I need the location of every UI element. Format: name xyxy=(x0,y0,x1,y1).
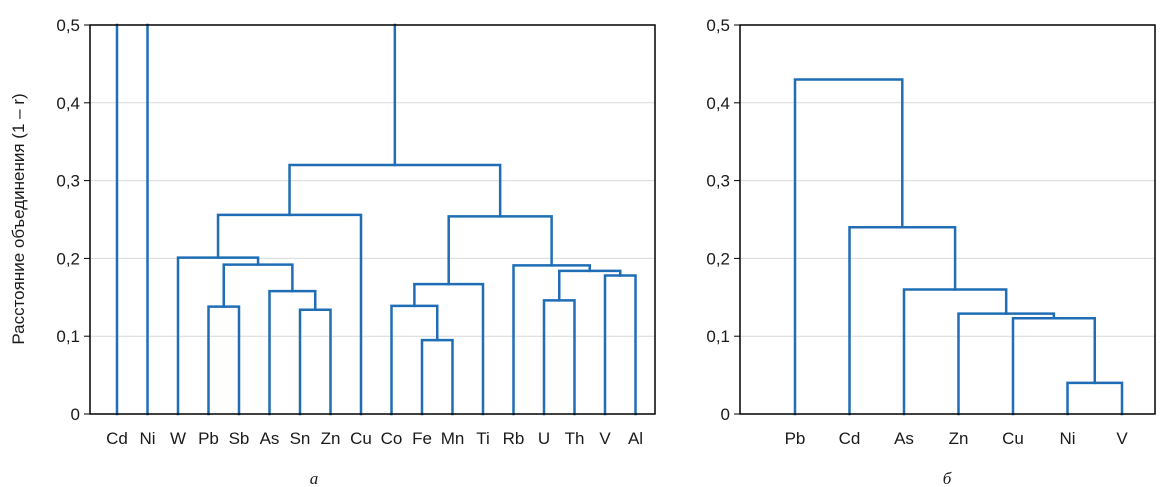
gridlines-b xyxy=(740,102,1155,337)
x-tick-label: Ti xyxy=(476,429,490,448)
y-tick-label: 0 xyxy=(71,405,80,424)
panel-label-b: б xyxy=(943,469,952,487)
y-tick-label: 0,4 xyxy=(56,94,80,113)
dendrogram-panel-a: 0 0,1 0,2 0,3 0,4 0,5 Cd Ni W Pb Sb As Sn Zn Cu Co Fe Mn… xyxy=(9,16,656,487)
x-tick-label: Mn xyxy=(441,429,465,448)
merge-link xyxy=(603,274,637,416)
x-tick-label: Zn xyxy=(321,429,341,448)
merge-link xyxy=(298,308,332,416)
x-tick-label: Cd xyxy=(106,429,128,448)
y-tick-label: 0,5 xyxy=(56,16,80,35)
x-tick-label: As xyxy=(894,429,914,448)
x-tick-label: V xyxy=(599,429,611,448)
y-tick-label: 0,4 xyxy=(706,94,730,113)
x-tick-label: Sn xyxy=(290,429,311,448)
x-tick-label: V xyxy=(1116,429,1128,448)
x-tick-label: W xyxy=(170,429,186,448)
x-tick-label: Pb xyxy=(198,429,219,448)
merge-link xyxy=(413,282,485,416)
merge-link xyxy=(957,312,1056,416)
links-a xyxy=(115,23,637,416)
merge-link xyxy=(447,215,553,286)
merge-link xyxy=(222,263,294,308)
x-tick-label: As xyxy=(260,429,280,448)
y-axis-label-a: Расстояние объединения (1 – r) xyxy=(9,93,28,344)
merge-link xyxy=(288,163,502,218)
merge-link xyxy=(390,304,439,416)
plot-frame-b xyxy=(739,24,1156,415)
x-tick-labels-b: Pb Cd As Zn Cu Ni V xyxy=(785,429,1129,448)
merge-link xyxy=(793,78,904,416)
x-tick-label: Cu xyxy=(1002,429,1024,448)
merge-link xyxy=(207,305,241,416)
x-tick-label: Co xyxy=(381,429,403,448)
y-tick-label: 0,1 xyxy=(706,327,730,346)
x-tick-label: Al xyxy=(628,429,643,448)
x-tick-label: Ni xyxy=(1059,429,1075,448)
x-tick-label: Ni xyxy=(139,429,155,448)
y-tick-label: 0,2 xyxy=(706,249,730,268)
plot-frame-a xyxy=(89,24,656,415)
x-tick-label: U xyxy=(538,429,550,448)
x-tick-label: Zn xyxy=(949,429,969,448)
x-tick-label: Rb xyxy=(503,429,525,448)
y-tick-label: 0,5 xyxy=(706,16,730,35)
merge-link xyxy=(902,288,1008,416)
x-tick-label: Sb xyxy=(229,429,250,448)
y-tick-labels-a: 0 0,1 0,2 0,3 0,4 0,5 xyxy=(56,16,90,424)
y-tick-label: 0 xyxy=(721,405,730,424)
merge-link xyxy=(512,264,591,416)
x-tick-label: Fe xyxy=(412,429,432,448)
merge-link xyxy=(1066,381,1124,416)
y-tick-label: 0,3 xyxy=(706,172,730,191)
y-tick-label: 0,1 xyxy=(56,327,80,346)
x-tick-label: Pb xyxy=(785,429,806,448)
merge-link xyxy=(1011,317,1096,416)
y-tick-labels-b: 0 0,1 0,2 0,3 0,4 0,5 xyxy=(706,16,740,424)
x-tick-label: Cu xyxy=(350,429,372,448)
y-tick-label: 0,2 xyxy=(56,249,80,268)
merge-link xyxy=(542,299,576,416)
dendrogram-panel-b: 0 0,1 0,2 0,3 0,4 0,5 Pb Cd As Zn Cu Ni V б xyxy=(706,16,1156,487)
merge-link xyxy=(848,226,957,416)
x-tick-labels-a: Cd Ni W Pb Sb As Sn Zn Cu Co Fe Mn Ti Rb U Th V Al xyxy=(106,429,643,448)
panel-label-a: а xyxy=(310,469,319,487)
links-b xyxy=(793,78,1124,416)
x-tick-label: Th xyxy=(565,429,585,448)
x-tick-label: Cd xyxy=(839,429,861,448)
merge-link xyxy=(420,338,454,416)
y-tick-label: 0,3 xyxy=(56,172,80,191)
